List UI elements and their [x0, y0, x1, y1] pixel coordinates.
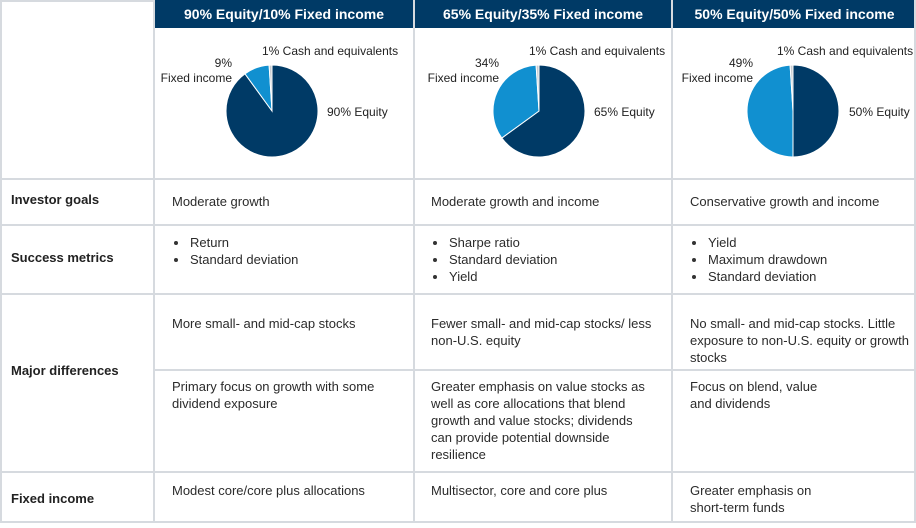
- column-header-50-50: 50% Equity/50% Fixed income: [673, 0, 916, 28]
- divider: [155, 369, 916, 371]
- pie-slice-fixed-income: [746, 64, 794, 158]
- divider: [0, 0, 2, 522]
- divider: [413, 0, 415, 522]
- investor-goals-cell: Conservative growth and income: [690, 194, 880, 209]
- major-differences-cell: Fewer small- and mid-cap stocks/ less no…: [431, 316, 652, 348]
- pie-chart-65-35: [492, 64, 586, 158]
- pie-slice-equity: [501, 64, 586, 158]
- pie-label-fixed-name: Fixed income: [681, 71, 753, 85]
- investor-goals-cell: Moderate growth and income: [431, 194, 600, 209]
- pie-slice-cash: [535, 64, 540, 112]
- pie-label-cash: 1% Cash and equivalents: [777, 44, 914, 58]
- divider: [914, 0, 916, 522]
- list-item: Standard deviation: [431, 251, 661, 268]
- list-item: Sharpe ratio: [431, 234, 661, 251]
- success-metrics-cell: Return Standard deviation: [172, 234, 402, 268]
- row-label-success-metrics: Success metrics: [11, 250, 114, 265]
- divider: [0, 0, 155, 2]
- list-item: Standard deviation: [690, 268, 910, 285]
- pie-label-cash: 1% Cash and equivalents: [262, 44, 399, 58]
- list-item: Return: [172, 234, 402, 251]
- row-label-investor-goals: Investor goals: [11, 192, 100, 207]
- success-metrics-cell: Sharpe ratio Standard deviation Yield: [431, 234, 661, 285]
- divider: [0, 224, 916, 226]
- list-item: Yield: [431, 268, 661, 285]
- major-differences-cell: Focus on blend, value and dividends: [690, 379, 818, 411]
- list-item: Maximum drawdown: [690, 251, 910, 268]
- fixed-income-cell: Multisector, core and core plus: [431, 483, 608, 498]
- pie-label-fixed-pct: 9%: [214, 56, 232, 70]
- major-differences-cell: Primary focus on growth with some divide…: [172, 379, 375, 411]
- column-header-90-10: 90% Equity/10% Fixed income: [155, 0, 413, 28]
- divider: [0, 521, 916, 523]
- divider: [153, 0, 155, 522]
- divider: [671, 0, 673, 522]
- pie-chart-50-50: [746, 64, 840, 158]
- fixed-income-cell: Greater emphasis on short-term funds: [690, 483, 812, 515]
- major-differences-cell: No small- and mid-cap stocks. Little exp…: [690, 316, 909, 365]
- pie-label-equity: 65% Equity: [594, 105, 655, 119]
- major-differences-cell: Greater emphasis on value stocks as well…: [431, 379, 645, 462]
- investor-goals-cell: Moderate growth: [172, 194, 270, 209]
- success-metrics-cell: Yield Maximum drawdown Standard deviatio…: [690, 234, 910, 285]
- divider: [0, 178, 916, 180]
- divider: [0, 293, 916, 295]
- pie-label-equity: 50% Equity: [849, 105, 910, 119]
- major-differences-cell: More small- and mid-cap stocks: [172, 316, 356, 331]
- pie-label-cash: 1% Cash and equivalents: [529, 44, 666, 58]
- pie-label-fixed-pct: 34%: [474, 56, 499, 70]
- pie-slice-cash: [789, 64, 794, 112]
- bullet-list: Yield Maximum drawdown Standard deviatio…: [690, 234, 910, 285]
- list-item: Yield: [690, 234, 910, 251]
- fixed-income-cell: Modest core/core plus allocations: [172, 483, 365, 498]
- bullet-list: Sharpe ratio Standard deviation Yield: [431, 234, 661, 285]
- pie-label-fixed-name: Fixed income: [160, 71, 232, 85]
- pie-label-fixed-pct: 49%: [728, 56, 753, 70]
- pie-slice-equity: [792, 64, 840, 158]
- pie-slice-cash: [268, 64, 273, 112]
- divider: [0, 471, 916, 473]
- pie-slice-fixed-income: [492, 64, 540, 139]
- pie-label-equity: 90% Equity: [327, 105, 388, 119]
- bullet-list: Return Standard deviation: [172, 234, 402, 268]
- row-label-fixed-income: Fixed income: [11, 491, 95, 506]
- list-item: Standard deviation: [172, 251, 402, 268]
- pie-label-fixed-name: Fixed income: [427, 71, 499, 85]
- pie-chart-90-10: [225, 64, 319, 158]
- column-header-65-35: 65% Equity/35% Fixed income: [415, 0, 671, 28]
- row-label-major-differences: Major differences: [11, 363, 119, 378]
